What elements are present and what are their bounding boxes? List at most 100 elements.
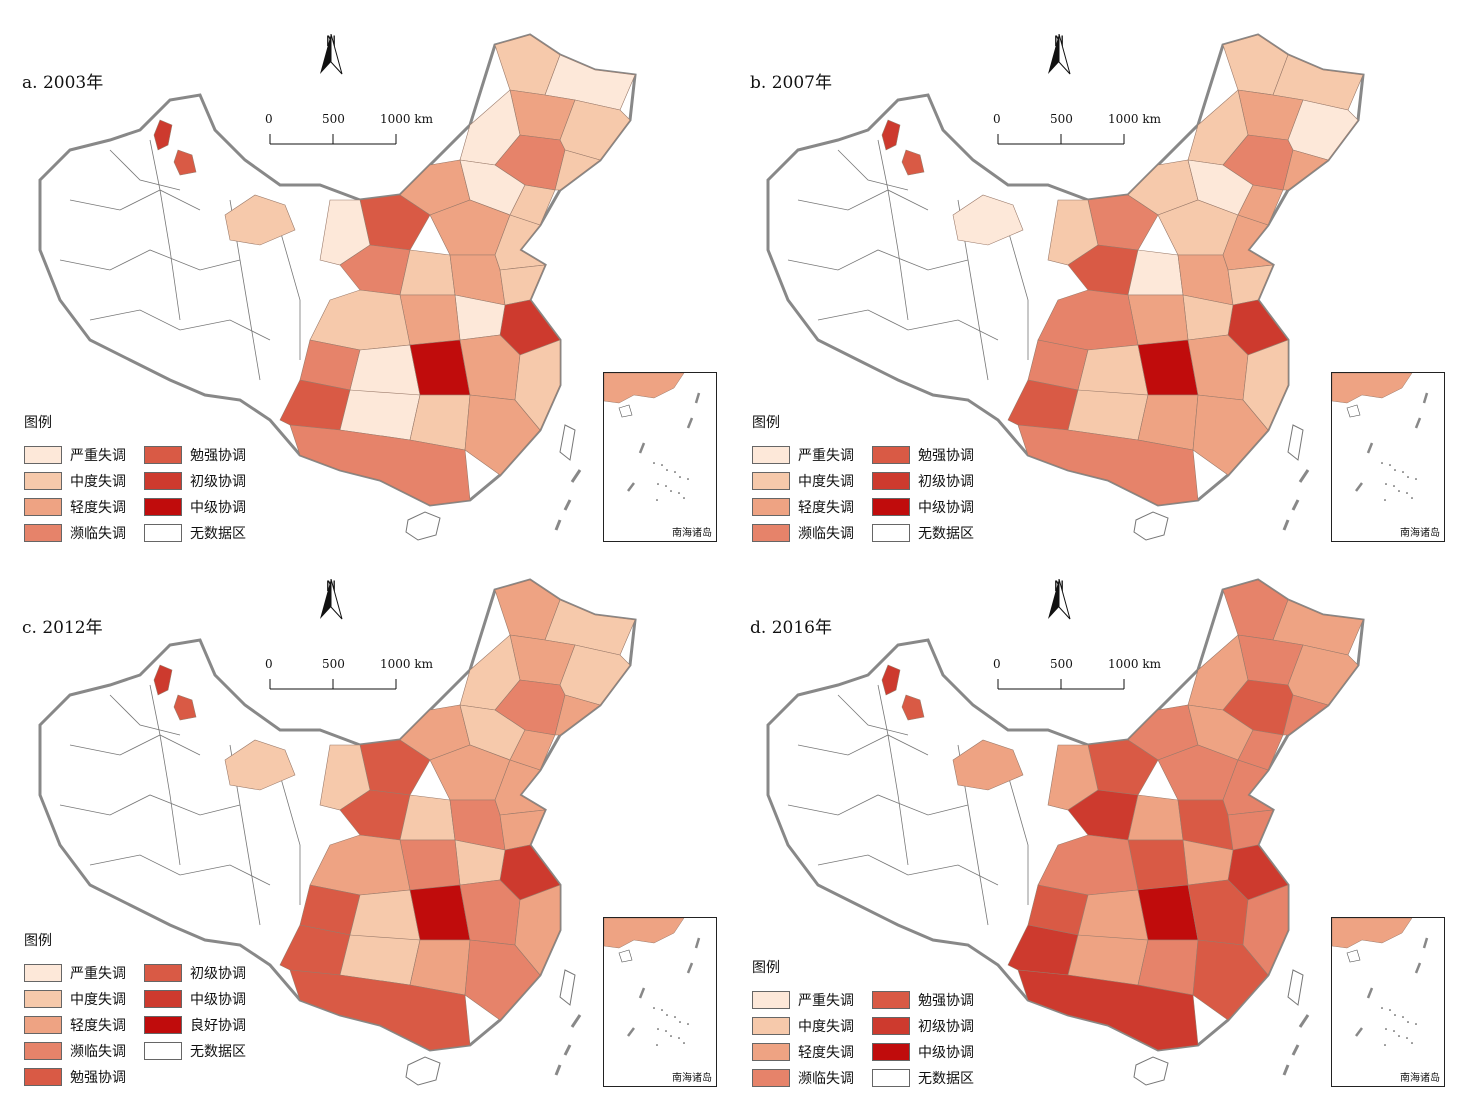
legend-swatch <box>144 1016 182 1034</box>
south-china-sea-inset: 南海诸岛 <box>1331 372 1445 542</box>
legend-item: 中级协调 <box>872 494 992 520</box>
scale-label: 0 <box>993 657 1001 671</box>
region-cell <box>1192 939 1269 1021</box>
panel-title: b. 2007年 <box>750 73 832 93</box>
legend-swatch <box>144 446 182 464</box>
region-boundary <box>59 794 241 816</box>
legend-label: 中级协调 <box>918 500 974 516</box>
region-cell <box>1242 884 1289 976</box>
legend-swatch <box>872 1017 910 1035</box>
sea-boundary-segment <box>570 1014 582 1028</box>
legend-swatch <box>872 498 910 516</box>
legend-item: 濒临失调 <box>752 520 872 546</box>
legend-swatch <box>24 1016 62 1034</box>
region-cell <box>1017 969 1199 1051</box>
scale-label: 0 <box>265 112 273 126</box>
legend-label: 勉强协调 <box>70 1070 126 1086</box>
legend-swatch <box>872 991 910 1009</box>
region-cell <box>1137 339 1199 396</box>
legend-swatch <box>872 1069 910 1087</box>
region-cell <box>554 149 601 191</box>
legend-item: 严重失调 <box>752 987 872 1013</box>
taiwan-island <box>1287 424 1304 461</box>
taiwan-island <box>559 424 576 461</box>
legend-title: 图例 <box>752 960 780 976</box>
scale-label: 500 <box>322 657 345 671</box>
region-cell <box>952 194 1024 246</box>
north-arrow: N <box>1044 579 1074 620</box>
legend-label: 濒临失调 <box>70 526 126 542</box>
region-cell <box>224 194 296 246</box>
region-cell <box>153 664 173 696</box>
legend-swatch <box>144 964 182 982</box>
legend-swatch <box>752 472 790 490</box>
legend-swatch <box>752 991 790 1009</box>
legend-label: 轻度失调 <box>70 500 126 516</box>
legend-label: 中度失调 <box>70 992 126 1008</box>
region-cell <box>952 739 1024 791</box>
sea-boundary-segment <box>1282 519 1290 531</box>
legend-item: 中度失调 <box>752 468 872 494</box>
taiwan-island <box>559 969 576 1006</box>
region-cell <box>1282 149 1329 191</box>
legend-item: 无数据区 <box>144 520 264 546</box>
south-china-sea-inset: 南海诸岛 <box>603 917 717 1087</box>
legend-item: 初级协调 <box>872 468 992 494</box>
hainan-island <box>405 1056 441 1086</box>
scale-bar: 0 500 1000 km <box>262 112 442 152</box>
scale-label: 0 <box>993 112 1001 126</box>
region-cell <box>1017 424 1199 506</box>
legend-item: 濒临失调 <box>24 520 144 546</box>
region-boundary <box>787 249 969 271</box>
inset-label: 南海诸岛 <box>672 528 712 539</box>
region-cell <box>399 839 461 891</box>
china-map <box>38 33 637 541</box>
legend-swatch <box>752 524 790 542</box>
scale-label: 1000 km <box>1108 112 1162 126</box>
region-cell <box>153 119 173 151</box>
legend-swatch <box>872 524 910 542</box>
legend-item: 勉强协调 <box>24 1064 144 1090</box>
legend-item: 轻度失调 <box>752 494 872 520</box>
region-cell <box>881 664 901 696</box>
sea-boundary-segment <box>1291 1044 1300 1056</box>
legend-swatch <box>144 990 182 1008</box>
legend-item: 中度失调 <box>24 468 144 494</box>
legend-item: 无数据区 <box>872 520 992 546</box>
region-boundary <box>109 694 181 736</box>
region-cell <box>514 339 561 431</box>
legend-swatch <box>872 446 910 464</box>
map-legend: 图例 严重失调 中度失调 轻度失调 濒临失调 勉强协调 初级协调 中级协调 无数据区 <box>752 957 992 1091</box>
legend-item: 无数据区 <box>872 1065 992 1091</box>
north-arrow-icon <box>320 579 343 620</box>
region-boundary <box>1007 229 1029 360</box>
legend-item: 严重失调 <box>24 960 144 986</box>
legend-item: 轻度失调 <box>752 1039 872 1065</box>
inset-label: 南海诸岛 <box>672 1073 712 1084</box>
region-boundary <box>89 854 271 886</box>
legend-item: 中级协调 <box>872 1039 992 1065</box>
region-boundary <box>149 684 181 866</box>
region-boundary <box>89 309 271 341</box>
region-boundary <box>877 684 909 866</box>
legend-label: 濒临失调 <box>798 1071 854 1087</box>
legend-label: 无数据区 <box>918 1071 974 1087</box>
legend-item: 严重失调 <box>752 442 872 468</box>
region-cell <box>399 294 461 346</box>
region-cell <box>514 884 561 976</box>
region-cell <box>464 394 541 476</box>
region-cell <box>554 694 601 736</box>
region-boundary <box>149 139 181 321</box>
china-map <box>766 578 1365 1086</box>
region-cell <box>901 149 925 176</box>
region-cell <box>1137 884 1199 941</box>
legend-item: 濒临失调 <box>752 1065 872 1091</box>
region-cell <box>224 739 296 791</box>
taiwan-island <box>1287 969 1304 1006</box>
hainan-island <box>405 511 441 541</box>
legend-title: 图例 <box>24 933 52 949</box>
legend-swatch <box>144 524 182 542</box>
region-boundary <box>817 309 999 341</box>
